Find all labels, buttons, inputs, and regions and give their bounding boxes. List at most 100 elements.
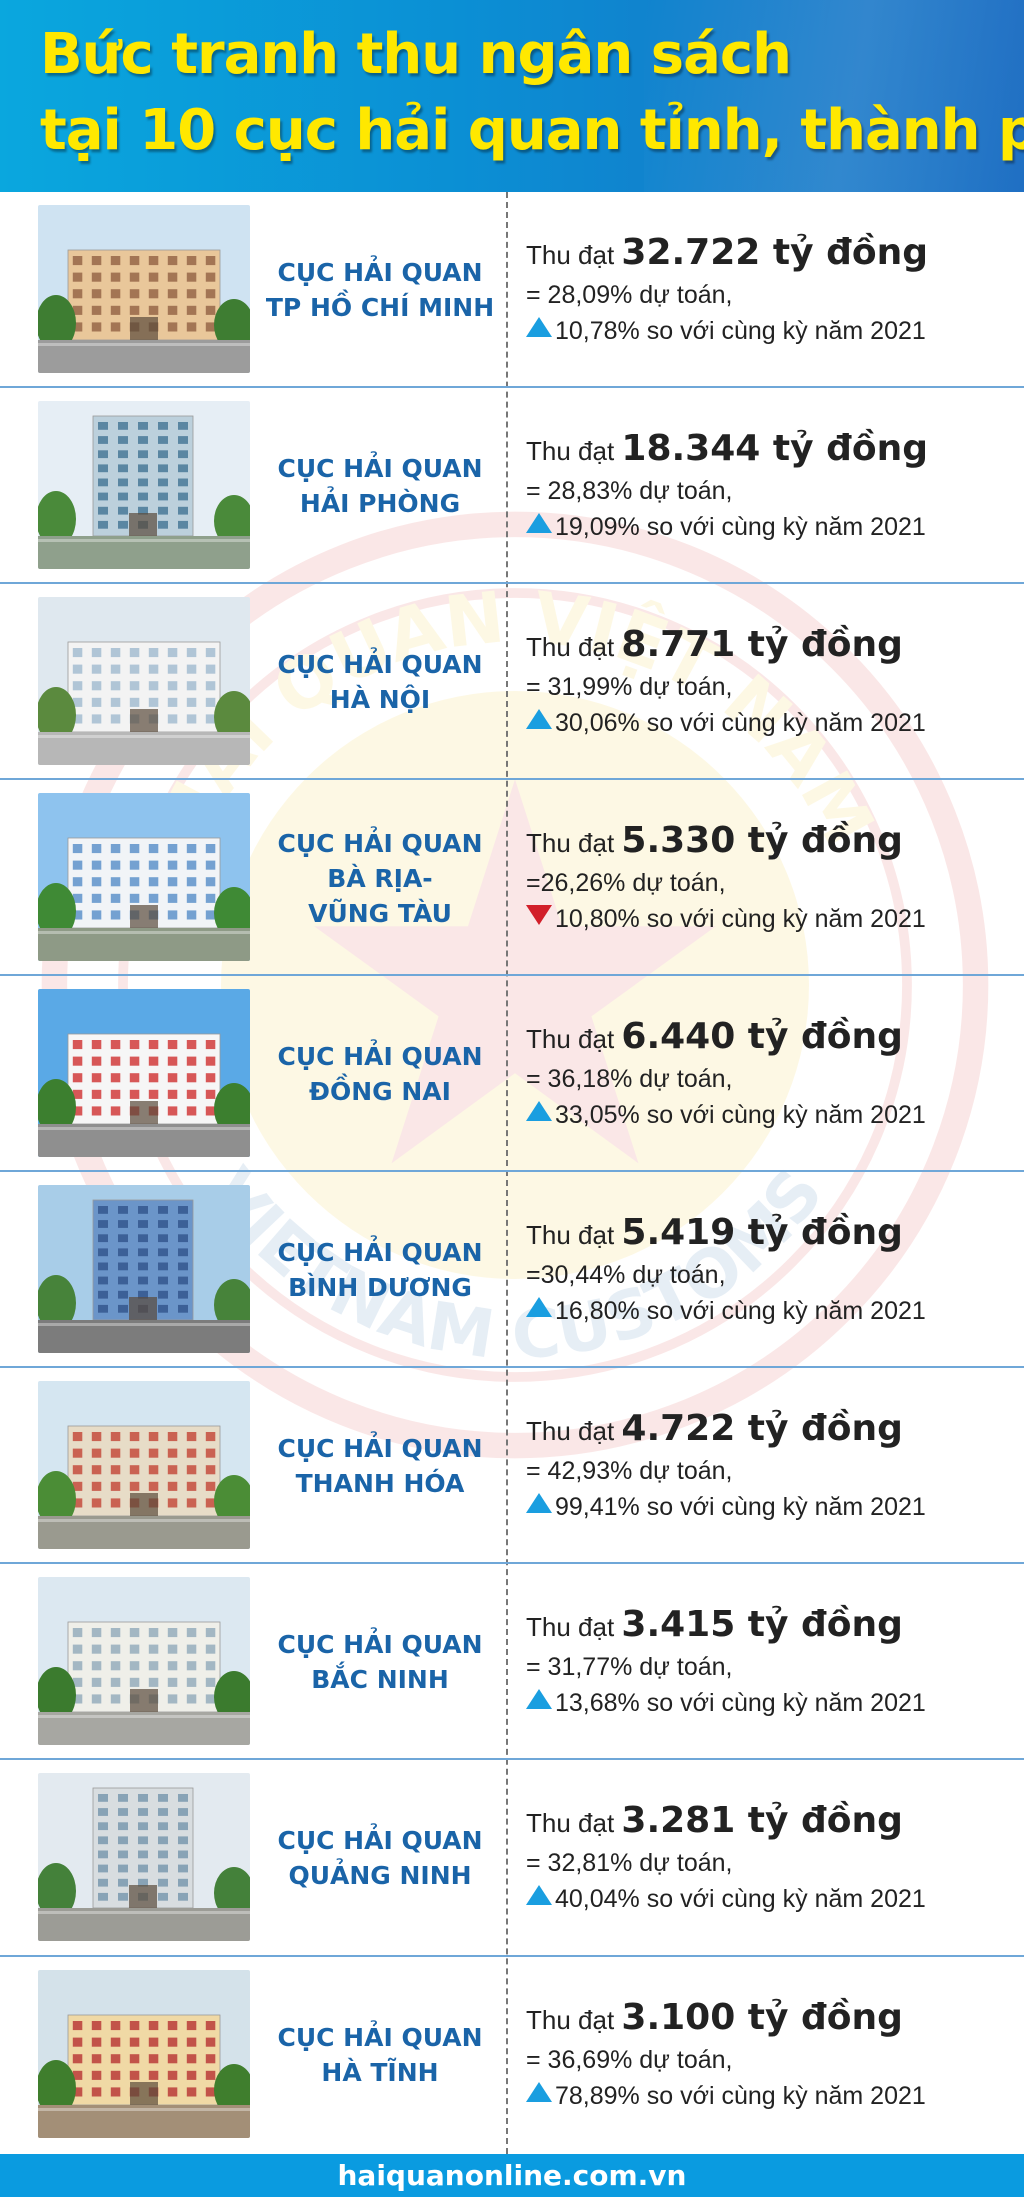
unit-name-line: CỤC HẢI QUAN (277, 1630, 483, 1659)
unit-name-line: THANH HÓA (295, 1469, 465, 1498)
triangle-down-icon (526, 905, 552, 925)
budget-estimate: = 31,77% dự toán, (526, 1653, 733, 1681)
revenue-amount-line: Thu đạt 3.415 tỷ đồng (526, 1603, 1006, 1649)
revenue-info: Thu đạt 6.440 tỷ đồng = 36,18% dự toán, … (526, 976, 1006, 1172)
revenue-amount-line: Thu đạt 5.419 tỷ đồng (526, 1211, 1006, 1257)
office-building-photo (38, 1773, 250, 1941)
unit-name-line: CỤC HẢI QUAN (277, 1042, 483, 1071)
customs-unit-name: CỤC HẢI QUAN THANH HÓA (262, 1368, 498, 1564)
unit-name-line: BẮC NINH (311, 1665, 449, 1694)
header-banner: Bức tranh thu ngân sách tại 10 cục hải q… (0, 0, 1024, 192)
revenue-row: CỤC HẢI QUAN HẢI PHÒNG Thu đạt 18.344 tỷ… (0, 388, 1024, 584)
yoy-change-line: 40,04% so với cùng kỳ năm 2021 (526, 1881, 1006, 1917)
revenue-row: CỤC HẢI QUAN HÀ NỘI Thu đạt 8.771 tỷ đồn… (0, 584, 1024, 780)
revenue-amount: 8.771 tỷ đồng (621, 624, 903, 665)
yoy-change-text: 10,80% so với cùng kỳ năm 2021 (555, 905, 926, 933)
budget-estimate: =26,26% dự toán, (526, 869, 726, 897)
revenue-amount: 6.440 tỷ đồng (621, 1016, 903, 1057)
revenue-prefix: Thu đạt (526, 240, 615, 270)
row-separator (0, 386, 1024, 388)
revenue-prefix: Thu đạt (526, 1612, 615, 1642)
revenue-row: CỤC HẢI QUAN BÌNH DƯƠNG Thu đạt 5.419 tỷ… (0, 1172, 1024, 1368)
unit-name-line: HÀ NỘI (329, 685, 431, 714)
yoy-change-line: 30,06% so với cùng kỳ năm 2021 (526, 705, 1006, 741)
budget-estimate: =30,44% dự toán, (526, 1261, 726, 1289)
unit-name-line: CỤC HẢI QUAN (277, 2023, 483, 2052)
column-divider (506, 192, 508, 2154)
revenue-amount-line: Thu đạt 3.100 tỷ đồng (526, 1996, 1006, 2042)
unit-name-line: TP HỒ CHÍ MINH (265, 293, 495, 322)
unit-name-line: HẢI PHÒNG (299, 489, 461, 518)
budget-estimate: = 28,83% dự toán, (526, 477, 733, 505)
revenue-info: Thu đạt 4.722 tỷ đồng = 42,93% dự toán, … (526, 1368, 1006, 1564)
unit-name-line: BÀ RỊA- (327, 863, 433, 893)
yoy-change-line: 10,80% so với cùng kỳ năm 2021 (526, 901, 1006, 937)
office-building-photo (38, 1970, 250, 2138)
budget-estimate: = 36,69% dự toán, (526, 2046, 733, 2074)
customs-unit-name: CỤC HẢI QUAN HÀ NỘI (262, 584, 498, 780)
customs-unit-name: CỤC HẢI QUAN BẮC NINH (262, 1564, 498, 1760)
revenue-info: Thu đạt 32.722 tỷ đồng = 28,09% dự toán,… (526, 192, 1006, 388)
revenue-prefix: Thu đạt (526, 828, 615, 858)
revenue-row: CỤC HẢI QUAN BẮC NINH Thu đạt 3.415 tỷ đ… (0, 1564, 1024, 1760)
yoy-change-text: 10,78% so với cùng kỳ năm 2021 (555, 317, 926, 345)
revenue-prefix: Thu đạt (526, 632, 615, 662)
customs-unit-name: CỤC HẢI QUAN BÀ RỊA- VŨNG TÀU (262, 780, 498, 976)
triangle-up-icon (526, 1689, 552, 1709)
yoy-change-line: 16,80% so với cùng kỳ năm 2021 (526, 1293, 1006, 1329)
unit-name-line: VŨNG TÀU (308, 898, 452, 928)
unit-name-line: CỤC HẢI QUAN (277, 650, 483, 679)
revenue-info: Thu đạt 3.415 tỷ đồng = 31,77% dự toán, … (526, 1564, 1006, 1760)
triangle-up-icon (526, 1493, 552, 1513)
title-line-2: tại 10 cục hải quan tỉnh, thành phố (40, 98, 1024, 163)
revenue-amount: 5.419 tỷ đồng (621, 1212, 903, 1253)
revenue-amount-line: Thu đạt 18.344 tỷ đồng (526, 427, 1006, 473)
revenue-amount: 18.344 tỷ đồng (621, 428, 928, 469)
row-separator (0, 1366, 1024, 1368)
revenue-amount-line: Thu đạt 8.771 tỷ đồng (526, 623, 1006, 669)
unit-name-line: BÌNH DƯƠNG (288, 1273, 472, 1302)
yoy-change-line: 99,41% so với cùng kỳ năm 2021 (526, 1489, 1006, 1525)
revenue-amount: 4.722 tỷ đồng (621, 1408, 903, 1449)
triangle-up-icon (526, 709, 552, 729)
unit-name-line: CỤC HẢI QUAN (277, 454, 483, 483)
revenue-row: CỤC HẢI QUAN QUẢNG NINH Thu đạt 3.281 tỷ… (0, 1760, 1024, 1957)
revenue-prefix: Thu đạt (526, 1220, 615, 1250)
footer-site-url[interactable]: haiquanonline.com.vn (0, 2154, 1024, 2197)
budget-estimate: = 32,81% dự toán, (526, 1849, 733, 1877)
revenue-amount: 5.330 tỷ đồng (621, 820, 903, 861)
unit-name-line: ĐỒNG NAI (309, 1077, 451, 1106)
row-separator (0, 1562, 1024, 1564)
yoy-change-text: 99,41% so với cùng kỳ năm 2021 (555, 1493, 926, 1521)
customs-unit-name: CỤC HẢI QUAN HẢI PHÒNG (262, 388, 498, 584)
yoy-change-text: 78,89% so với cùng kỳ năm 2021 (555, 2082, 926, 2110)
yoy-change-text: 33,05% so với cùng kỳ năm 2021 (555, 1101, 926, 1129)
revenue-info: Thu đạt 3.281 tỷ đồng = 32,81% dự toán, … (526, 1760, 1006, 1956)
triangle-up-icon (526, 317, 552, 337)
row-separator (0, 1170, 1024, 1172)
revenue-row: CỤC HẢI QUAN TP HỒ CHÍ MINH Thu đạt 32.7… (0, 192, 1024, 388)
unit-name-line: CỤC HẢI QUAN (277, 1434, 483, 1463)
row-separator (0, 1758, 1024, 1760)
unit-name-line: QUẢNG NINH (288, 1861, 472, 1890)
yoy-change-line: 33,05% so với cùng kỳ năm 2021 (526, 1097, 1006, 1133)
revenue-amount: 3.415 tỷ đồng (621, 1604, 903, 1645)
revenue-info: Thu đạt 8.771 tỷ đồng = 31,99% dự toán, … (526, 584, 1006, 780)
revenue-amount-line: Thu đạt 6.440 tỷ đồng (526, 1015, 1006, 1061)
header-light-stripe (644, 0, 1024, 192)
revenue-amount-line: Thu đạt 4.722 tỷ đồng (526, 1407, 1006, 1453)
unit-name-line: CỤC HẢI QUAN (277, 828, 483, 858)
yoy-change-line: 78,89% so với cùng kỳ năm 2021 (526, 2078, 1006, 2114)
triangle-up-icon (526, 2082, 552, 2102)
row-separator (0, 1955, 1024, 1957)
office-building-photo (38, 597, 250, 765)
unit-name-line: HÀ TĨNH (321, 2058, 439, 2087)
triangle-up-icon (526, 1297, 552, 1317)
revenue-info: Thu đạt 3.100 tỷ đồng = 36,69% dự toán, … (526, 1957, 1006, 2153)
title-line-1: Bức tranh thu ngân sách (40, 22, 792, 87)
revenue-prefix: Thu đạt (526, 436, 615, 466)
row-separator (0, 974, 1024, 976)
budget-estimate: = 36,18% dự toán, (526, 1065, 733, 1093)
yoy-change-line: 13,68% so với cùng kỳ năm 2021 (526, 1685, 1006, 1721)
customs-unit-name: CỤC HẢI QUAN HÀ TĨNH (262, 1957, 498, 2153)
